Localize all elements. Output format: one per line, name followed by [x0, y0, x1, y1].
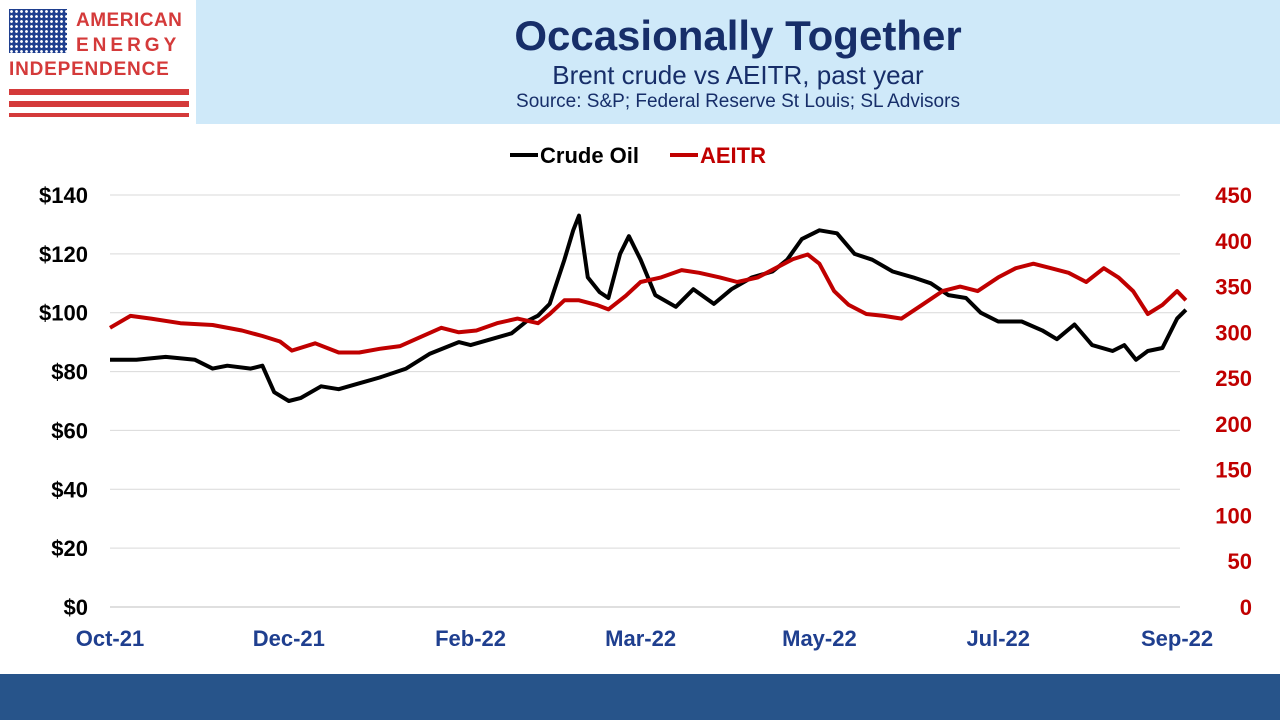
- legend-label: AEITR: [700, 143, 766, 168]
- logo: AMERICAN ENERGY INDEPENDENCE: [0, 0, 196, 124]
- page-title: Occasionally Together: [514, 12, 962, 59]
- y-left-tick-label: $80: [51, 360, 88, 385]
- footer-bar: [0, 674, 1280, 720]
- series-line-aeitr: [108, 252, 1188, 355]
- y-left-tick-label: $20: [51, 536, 88, 561]
- source-note: Source: S&P; Federal Reserve St Louis; S…: [516, 91, 960, 112]
- y-left-tick-label: $120: [39, 242, 88, 267]
- legend: Crude Oil AEITR: [510, 143, 766, 168]
- line-chart: $0 $20 $40 $60 $80 $100 $120 $140 0 50 100 150 200 2…: [39, 143, 1252, 651]
- x-tick-label: Dec-21: [253, 626, 325, 651]
- logo-stripe: [9, 113, 189, 117]
- y-right-tick-label: 300: [1215, 320, 1252, 345]
- logo-text-independence: INDEPENDENCE: [9, 59, 170, 80]
- logo-text-american: AMERICAN: [76, 10, 183, 31]
- y-left-tick-label: $100: [39, 301, 88, 326]
- y-left-tick-label: $60: [51, 418, 88, 443]
- x-tick-label: Feb-22: [435, 626, 506, 651]
- page-subtitle: Brent crude vs AEITR, past year: [552, 60, 924, 90]
- y-right-tick-label: 200: [1215, 412, 1252, 437]
- logo-text-energy: ENERGY: [76, 35, 181, 56]
- logo-stripe: [9, 89, 189, 95]
- y-left-tick-label: $0: [64, 595, 88, 620]
- y-right-tick-label: 0: [1240, 595, 1252, 620]
- y-right-tick-label: 450: [1215, 183, 1252, 208]
- x-tick-label: Sep-22: [1141, 626, 1213, 651]
- logo-stripe: [9, 101, 189, 107]
- left-axis: $0 $20 $40 $60 $80 $100 $120 $140: [39, 183, 88, 620]
- x-tick-label: Mar-22: [605, 626, 676, 651]
- series-layer: [108, 213, 1188, 403]
- y-left-tick-label: $40: [51, 477, 88, 502]
- y-right-tick-label: 100: [1215, 503, 1252, 528]
- series-line-crude-oil: [110, 213, 1188, 403]
- american-flag-icon: [9, 9, 67, 53]
- x-tick-label: May-22: [782, 626, 857, 651]
- y-left-tick-label: $140: [39, 183, 88, 208]
- x-axis: Oct-21 Dec-21 Feb-22 Mar-22 May-22 Jul-22 Sep-…: [76, 606, 1213, 651]
- y-right-tick-label: 400: [1215, 229, 1252, 254]
- header-band: [0, 0, 1280, 124]
- y-right-tick-label: 50: [1228, 549, 1252, 574]
- y-right-tick-label: 350: [1215, 275, 1252, 300]
- x-tick-label: Jul-22: [966, 626, 1030, 651]
- y-right-tick-label: 150: [1215, 458, 1252, 483]
- right-axis: 0 50 100 150 200 250 300 350 400 450: [1215, 183, 1252, 620]
- y-right-tick-label: 250: [1215, 366, 1252, 391]
- legend-label: Crude Oil: [540, 143, 639, 168]
- x-tick-label: Oct-21: [76, 626, 144, 651]
- gridlines: [110, 194, 1180, 608]
